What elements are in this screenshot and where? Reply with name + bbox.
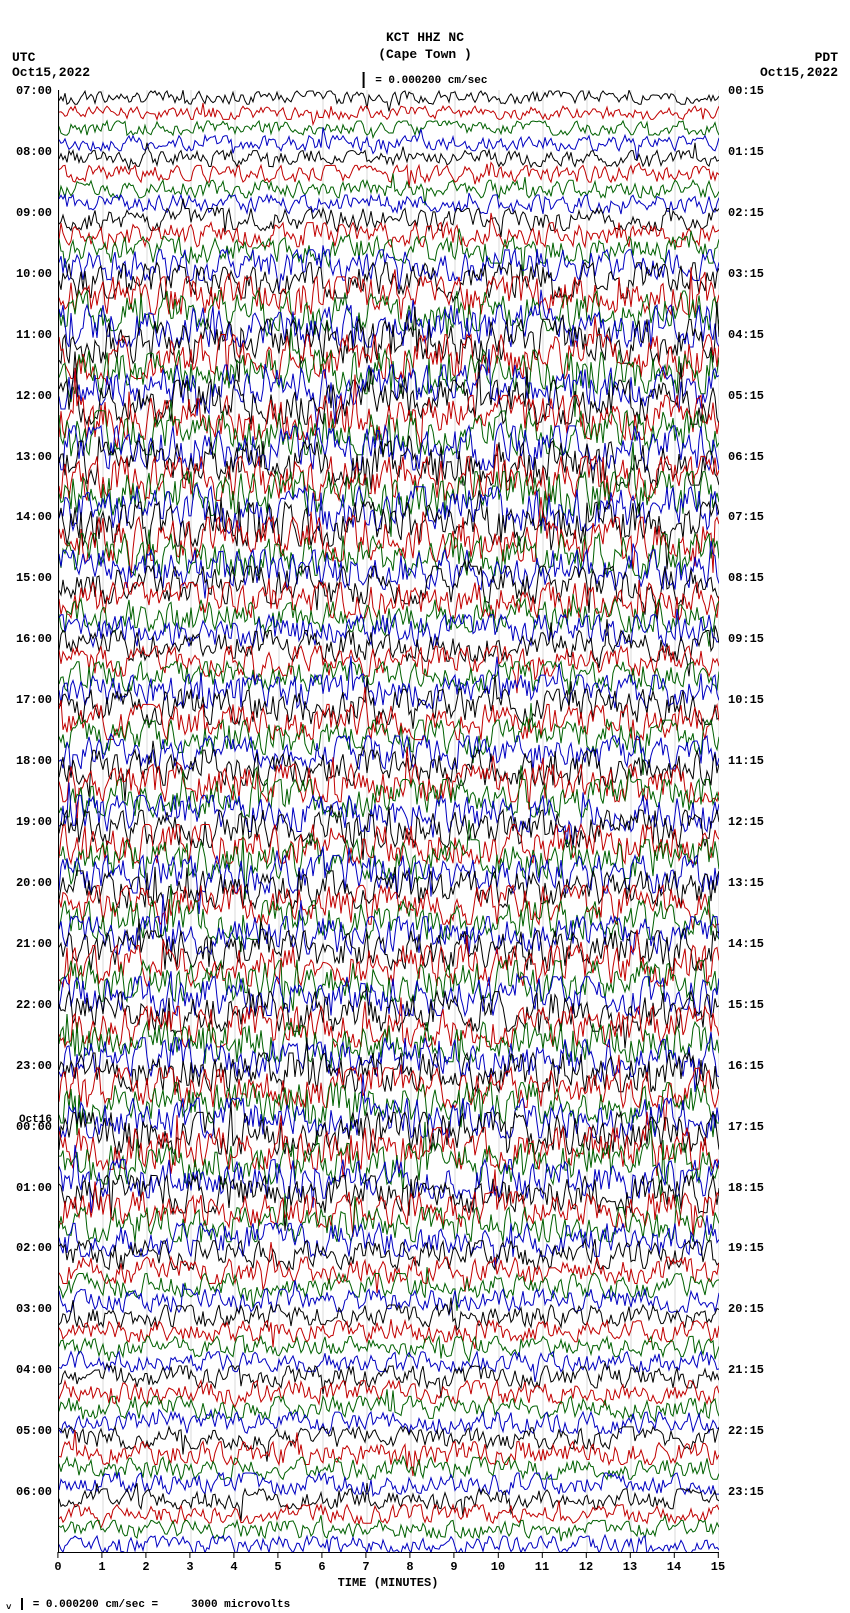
station-location: (Cape Town ) (0, 47, 850, 64)
footer-scale: ˅ = 0.000200 cm/sec = 3000 microvolts (6, 1598, 290, 1613)
utc-hour-label: 06:00 (16, 1485, 52, 1499)
pdt-hour-label: 18:15 (728, 1181, 764, 1195)
x-tick: 3 (186, 1552, 193, 1574)
utc-hour-label: 18:00 (16, 754, 52, 768)
footer-after: 3000 microvolts (191, 1599, 290, 1611)
scale-text: = 0.000200 cm/sec (375, 75, 487, 87)
x-tick: 9 (450, 1552, 457, 1574)
utc-hour-label: 02:00 (16, 1241, 52, 1255)
utc-hour-label: 08:00 (16, 145, 52, 159)
utc-hour-label: 00:00 (16, 1120, 52, 1134)
utc-hour-label: 11:00 (16, 328, 52, 342)
pdt-hour-label: 15:15 (728, 998, 764, 1012)
x-tick: 6 (318, 1552, 325, 1574)
pdt-hour-label: 19:15 (728, 1241, 764, 1255)
pdt-hour-label: 11:15 (728, 754, 764, 768)
station-code: KCT HHZ NC (0, 30, 850, 47)
pdt-hour-label: 17:15 (728, 1120, 764, 1134)
helicorder-container: KCT HHZ NC (Cape Town ) UTC Oct15,2022 P… (0, 0, 850, 1613)
pdt-hour-label: 02:15 (728, 206, 764, 220)
utc-hour-label: 22:00 (16, 998, 52, 1012)
pdt-hour-label: 20:15 (728, 1302, 764, 1316)
utc-hour-label: 07:00 (16, 84, 52, 98)
x-tick: 8 (406, 1552, 413, 1574)
pdt-hour-label: 10:15 (728, 693, 764, 707)
utc-hour-label: 12:00 (16, 389, 52, 403)
scale-bar-icon (21, 1598, 23, 1610)
utc-hour-label: 16:00 (16, 632, 52, 646)
footer-before: = 0.000200 cm/sec = (33, 1599, 158, 1611)
utc-hour-label: 17:00 (16, 693, 52, 707)
utc-hour-label: 05:00 (16, 1424, 52, 1438)
pdt-hour-label: 04:15 (728, 328, 764, 342)
utc-hour-label: 21:00 (16, 937, 52, 951)
utc-hour-label: 15:00 (16, 571, 52, 585)
pdt-hour-label: 22:15 (728, 1424, 764, 1438)
tz-right-date: Oct15,2022 (760, 65, 838, 80)
pdt-hour-label: 21:15 (728, 1363, 764, 1377)
tick-mark-icon: ˅ (6, 1602, 12, 1613)
utc-hour-label: 13:00 (16, 450, 52, 464)
scale-indicator: = 0.000200 cm/sec (363, 72, 488, 88)
utc-hour-label: 23:00 (16, 1059, 52, 1073)
utc-hour-label: 09:00 (16, 206, 52, 220)
pdt-hour-label: 12:15 (728, 815, 764, 829)
tz-left: UTC Oct15,2022 (12, 50, 90, 80)
x-tick: 10 (491, 1552, 505, 1574)
x-tick: 15 (711, 1552, 725, 1574)
utc-hour-label: 03:00 (16, 1302, 52, 1316)
utc-hour-label: 19:00 (16, 815, 52, 829)
pdt-hour-label: 14:15 (728, 937, 764, 951)
utc-hour-label: 04:00 (16, 1363, 52, 1377)
pdt-hour-label: 08:15 (728, 571, 764, 585)
x-tick: 11 (535, 1552, 549, 1574)
pdt-hour-label: 03:15 (728, 267, 764, 281)
utc-hour-label: 10:00 (16, 267, 52, 281)
x-tick: 4 (230, 1552, 237, 1574)
x-tick: 5 (274, 1552, 281, 1574)
pdt-hour-label: 01:15 (728, 145, 764, 159)
tz-right-name: PDT (760, 50, 838, 65)
header: KCT HHZ NC (Cape Town ) (0, 30, 850, 64)
pdt-hour-label: 05:15 (728, 389, 764, 403)
x-tick: 2 (142, 1552, 149, 1574)
scale-bar-icon (363, 72, 365, 88)
pdt-hour-label: 13:15 (728, 876, 764, 890)
x-tick: 7 (362, 1552, 369, 1574)
pdt-hour-label: 07:15 (728, 510, 764, 524)
tz-right: PDT Oct15,2022 (760, 50, 838, 80)
pdt-hour-label: 06:15 (728, 450, 764, 464)
pdt-hour-label: 09:15 (728, 632, 764, 646)
utc-hour-label: 01:00 (16, 1181, 52, 1195)
utc-hour-label: 20:00 (16, 876, 52, 890)
pdt-hour-label: 23:15 (728, 1485, 764, 1499)
x-tick: 12 (579, 1552, 593, 1574)
x-axis-label: TIME (MINUTES) (58, 1576, 718, 1590)
tz-left-date: Oct15,2022 (12, 65, 90, 80)
tz-left-name: UTC (12, 50, 90, 65)
seismogram-svg (59, 90, 719, 1552)
x-tick: 1 (98, 1552, 105, 1574)
pdt-hour-label: 16:15 (728, 1059, 764, 1073)
x-tick: 13 (623, 1552, 637, 1574)
x-tick: 14 (667, 1552, 681, 1574)
utc-hour-label: 14:00 (16, 510, 52, 524)
x-tick: 0 (54, 1552, 61, 1574)
pdt-hour-label: 00:15 (728, 84, 764, 98)
helicorder-plot (58, 90, 719, 1553)
